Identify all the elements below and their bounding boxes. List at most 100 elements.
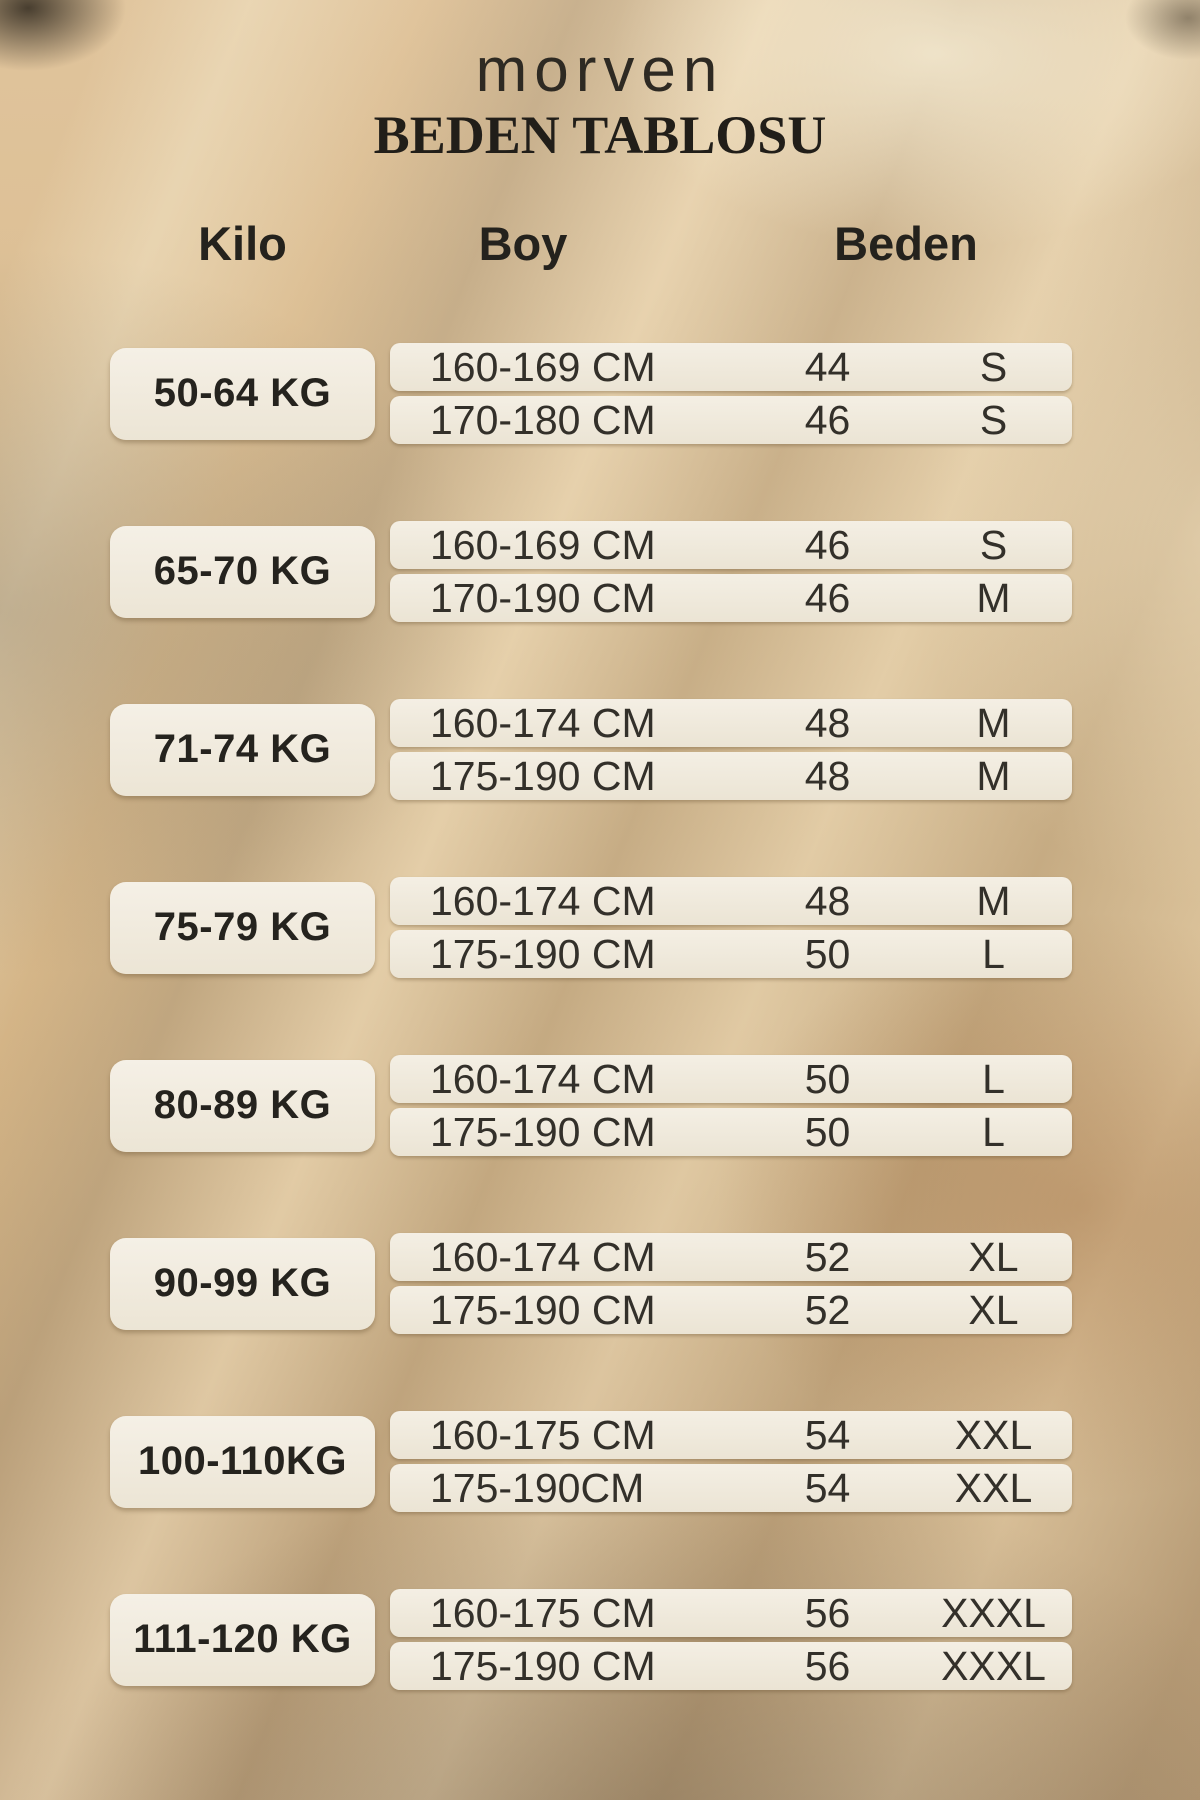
size-letter: S [979,396,1008,443]
size-letter: L [982,930,1005,977]
size-row: 160-175 CM 56 XXXL [390,1589,1072,1637]
size-letter: XL [968,1233,1019,1280]
kilo-range-badge: 90-99 KG [110,1237,375,1330]
size-letter: XXL [954,1411,1033,1458]
group-rows: 160-175 CM 54 XXL 175-190CM 54 XXL [390,1411,1072,1512]
size-number: 54 [804,1464,851,1511]
size-letter: S [979,343,1008,390]
brand-logo: morven [475,36,725,105]
height-range: 160-175 CM [430,1411,656,1458]
size-row: 160-175 CM 54 XXL [390,1411,1072,1459]
column-header-boy: Boy [478,217,568,270]
size-number: 50 [804,1055,851,1102]
kilo-range-label: 71-74 KG [153,727,332,771]
size-letter: XXL [954,1464,1033,1511]
weight-group: 75-79 KG 160-174 CM 48 M 175-190 CM 50 L [110,877,1072,978]
size-row: 160-174 CM 52 XL [390,1233,1072,1281]
kilo-range-badge: 111-120 KG [110,1593,375,1686]
size-row: 175-190CM 54 XXL [390,1464,1072,1512]
group-rows: 160-174 CM 48 M 175-190 CM 50 L [390,877,1072,978]
group-rows: 160-174 CM 48 M 175-190 CM 48 M [390,699,1072,800]
size-letter: S [979,521,1008,568]
size-row: 175-190 CM 50 L [390,1108,1072,1156]
size-row: 170-180 CM 46 S [390,396,1072,444]
size-letter: M [976,574,1011,621]
size-number: 48 [804,752,851,799]
size-number: 48 [804,699,851,746]
size-letter: XXXL [941,1642,1046,1689]
kilo-range-badge: 75-79 KG [110,881,375,974]
size-row: 175-190 CM 52 XL [390,1286,1072,1334]
height-range: 175-190 CM [430,1286,656,1333]
size-number: 50 [804,1108,851,1155]
size-letter: XL [968,1286,1019,1333]
weight-group: 100-110KG 160-175 CM 54 XXL 175-190CM 54… [110,1411,1072,1512]
size-number: 46 [804,521,851,568]
height-range: 170-190 CM [430,574,656,621]
size-number: 56 [804,1589,851,1636]
kilo-range-label: 75-79 KG [153,905,332,949]
height-range: 175-190 CM [430,1642,656,1689]
size-row: 175-190 CM 56 XXXL [390,1642,1072,1690]
size-letter: M [976,877,1011,924]
kilo-range-badge: 100-110KG [110,1415,375,1508]
size-number: 48 [804,877,851,924]
size-number: 56 [804,1642,851,1689]
kilo-range-badge: 50-64 KG [110,347,375,440]
size-number: 46 [804,396,851,443]
size-number: 50 [804,930,851,977]
kilo-range-label: 50-64 KG [153,371,332,415]
height-range: 160-174 CM [430,877,656,924]
table-header-right: Boy Beden [390,216,1072,271]
group-rows: 160-174 CM 52 XL 175-190 CM 52 XL [390,1233,1072,1334]
size-letter: M [976,752,1011,799]
height-range: 175-190 CM [430,752,656,799]
kilo-range-label: 65-70 KG [153,549,332,593]
group-rows: 160-169 CM 44 S 170-180 CM 46 S [390,343,1072,444]
height-range: 175-190 CM [430,930,656,977]
size-letter: L [982,1108,1005,1155]
size-row: 175-190 CM 48 M [390,752,1072,800]
size-row: 175-190 CM 50 L [390,930,1072,978]
kilo-range-badge: 80-89 KG [110,1059,375,1152]
kilo-range-label: 111-120 KG [133,1617,352,1661]
table-header: Kilo Boy Beden [110,216,1072,271]
size-row: 170-190 CM 46 M [390,574,1072,622]
column-header-beden: Beden [834,217,978,270]
height-range: 160-169 CM [430,521,656,568]
size-row: 160-174 CM 50 L [390,1055,1072,1103]
weight-group: 50-64 KG 160-169 CM 44 S 170-180 CM 46 S [110,343,1072,444]
height-range: 170-180 CM [430,396,656,443]
size-number: 44 [804,343,851,390]
weight-group: 90-99 KG 160-174 CM 52 XL 175-190 CM 52 … [110,1233,1072,1334]
group-rows: 160-175 CM 56 XXXL 175-190 CM 56 XXXL [390,1589,1072,1690]
height-range: 160-174 CM [430,1055,656,1102]
height-range: 175-190CM [430,1464,645,1511]
weight-group: 80-89 KG 160-174 CM 50 L 175-190 CM 50 L [110,1055,1072,1156]
size-row: 160-169 CM 46 S [390,521,1072,569]
size-letter: L [982,1055,1005,1102]
height-range: 175-190 CM [430,1108,656,1155]
size-number: 46 [804,574,851,621]
group-rows: 160-169 CM 46 S 170-190 CM 46 M [390,521,1072,622]
kilo-range-label: 100-110KG [137,1439,348,1483]
weight-group: 65-70 KG 160-169 CM 46 S 170-190 CM 46 M [110,521,1072,622]
poster-content: morven BEDEN TABLOSU Kilo Boy Beden 50-6… [110,36,1072,1690]
weight-group: 111-120 KG 160-175 CM 56 XXXL 175-190 CM… [110,1589,1072,1690]
size-number: 52 [804,1286,851,1333]
kilo-range-badge: 65-70 KG [110,525,375,618]
kilo-range-badge: 71-74 KG [110,703,375,796]
size-letter: XXXL [941,1589,1046,1636]
page-title: BEDEN TABLOSU [373,105,827,165]
size-row: 160-174 CM 48 M [390,877,1072,925]
height-range: 160-174 CM [430,1233,656,1280]
height-range: 160-175 CM [430,1589,656,1636]
size-row: 160-174 CM 48 M [390,699,1072,747]
kilo-range-label: 80-89 KG [153,1083,332,1127]
weight-group: 71-74 KG 160-174 CM 48 M 175-190 CM 48 M [110,699,1072,800]
size-row: 160-169 CM 44 S [390,343,1072,391]
height-range: 160-169 CM [430,343,656,390]
size-number: 52 [804,1233,851,1280]
kilo-range-label: 90-99 KG [153,1261,332,1305]
